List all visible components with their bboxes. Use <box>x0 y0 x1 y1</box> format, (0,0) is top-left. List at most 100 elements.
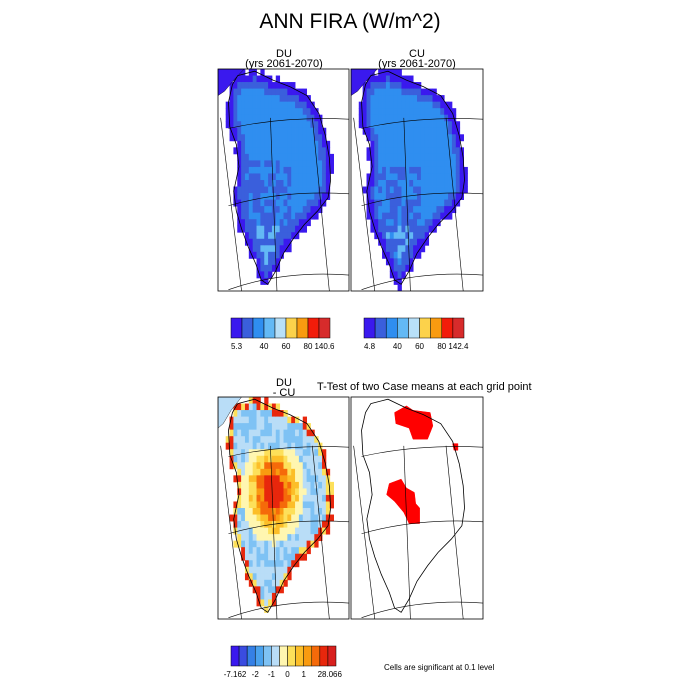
grid-cell <box>374 127 379 135</box>
grid-cell <box>237 225 242 233</box>
grid-cell <box>366 82 371 89</box>
grid-cell <box>298 121 304 129</box>
grid-cell <box>417 225 422 233</box>
grid-cell <box>370 101 375 109</box>
grid-cell <box>382 173 387 181</box>
grid-cell <box>283 416 288 424</box>
grid-cell <box>229 134 234 142</box>
grid-cell <box>248 206 254 214</box>
grid-cell <box>271 186 277 194</box>
grid-cell <box>271 114 277 122</box>
grid-cell <box>413 88 418 96</box>
grid-cell <box>382 147 387 155</box>
grid-cell <box>432 199 437 207</box>
grid-cell <box>306 521 311 528</box>
grid-cell <box>295 160 300 168</box>
grid-cell <box>244 468 250 476</box>
grid-cell <box>306 121 311 129</box>
grid-cell <box>385 225 391 233</box>
grid-cell <box>417 232 422 240</box>
grid-cell <box>283 540 288 548</box>
grid-cell <box>432 140 437 148</box>
grid-cell <box>264 114 269 122</box>
grid-cell <box>295 127 300 135</box>
grid-cell <box>325 140 331 148</box>
grid-cell <box>432 186 437 194</box>
grid-cell <box>401 219 406 227</box>
grid-cell <box>252 108 257 116</box>
grid-cell <box>291 527 296 535</box>
grid-cell <box>440 180 445 187</box>
grid-cell <box>306 547 311 555</box>
grid-cell <box>256 245 261 253</box>
grid-cell <box>432 108 437 116</box>
grid-cell <box>413 140 418 148</box>
grid-cell <box>252 573 257 581</box>
grid-cell <box>279 540 284 548</box>
grid-cell <box>397 147 402 155</box>
grid-cell <box>314 455 319 463</box>
grid-cell <box>271 101 277 109</box>
grid-cell <box>252 121 257 129</box>
grid-cell <box>325 527 331 535</box>
grid-cell <box>279 501 284 509</box>
grid-cell <box>252 206 257 214</box>
grid-cell <box>389 95 395 103</box>
grid-cell <box>409 232 414 240</box>
grid-cell <box>279 166 284 174</box>
grid-cell <box>256 264 261 272</box>
grid-cell <box>393 153 398 161</box>
grid-cell <box>264 416 269 424</box>
grid-cell <box>424 147 430 155</box>
grid-cell <box>291 95 296 103</box>
grid-cell <box>295 95 300 103</box>
grid-cell <box>229 436 234 444</box>
grid-cell <box>287 449 292 457</box>
grid-cell <box>432 114 437 122</box>
grid-cell <box>409 206 414 214</box>
grid-cell <box>260 199 265 207</box>
grid-cell <box>264 462 269 470</box>
grid-cell <box>444 180 449 187</box>
grid-cell <box>405 75 410 83</box>
grid-cell <box>275 514 281 522</box>
grid-cell <box>237 468 242 476</box>
grid-cell <box>459 186 464 194</box>
grid-cell <box>306 429 311 437</box>
grid-cell <box>252 193 257 200</box>
grid-cell <box>440 114 445 122</box>
grid-cell <box>459 166 464 174</box>
grid-cell <box>424 193 430 200</box>
grid-cell <box>248 114 254 122</box>
grid-cell <box>291 193 296 200</box>
grid-cell <box>306 173 311 181</box>
grid-cell <box>325 186 331 194</box>
grid-cell <box>401 140 406 148</box>
grid-cell <box>295 193 300 200</box>
grid-cell <box>378 225 383 233</box>
grid-cell <box>248 423 254 431</box>
grid-cell <box>256 599 261 607</box>
grid-cell <box>295 521 300 528</box>
grid-cell <box>302 449 308 457</box>
grid-cell <box>241 160 246 168</box>
grid-cell <box>256 114 261 122</box>
grid-cell <box>389 219 395 227</box>
grid-cell <box>405 140 410 148</box>
grid-cell <box>271 586 277 594</box>
grid-cell <box>271 193 277 200</box>
grid-cell <box>378 95 383 103</box>
grid-cell <box>366 193 371 200</box>
grid-cell <box>244 160 250 168</box>
grid-cell <box>256 592 261 600</box>
grid-cell <box>233 436 238 444</box>
grid-cell <box>420 166 426 174</box>
grid-cell <box>271 468 277 476</box>
grid-cell <box>252 153 257 161</box>
grid-cell <box>401 258 406 266</box>
grid-cell <box>436 193 441 200</box>
grid-cell <box>409 251 414 259</box>
grid-cell <box>252 140 257 148</box>
grid-cell <box>393 271 398 279</box>
grid-cell <box>229 462 234 470</box>
